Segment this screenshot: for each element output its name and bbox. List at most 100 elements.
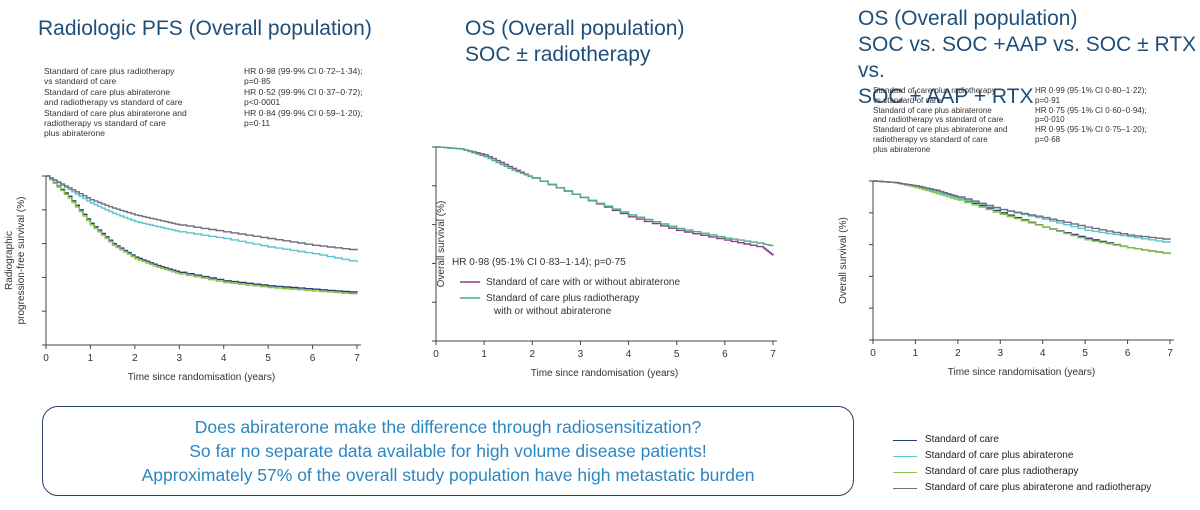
x-axis-title: Time since randomisation (years): [948, 367, 1095, 378]
pfs-title-line: Radiologic PFS (Overall population): [38, 17, 372, 40]
os2-title: OS (Overall population) SOC vs. SOC +AAP…: [858, 6, 1200, 110]
stats-hr: p=0·11: [244, 118, 271, 129]
stats-hr: HR 0·84 (99·9% CI 0·59–1·20);: [244, 107, 363, 118]
legend-item: Standard of care plus abiraterone: [893, 448, 1151, 464]
stats-hr: HR 0·52 (99·9% CI 0·37–0·72);: [244, 86, 363, 97]
x-tick-label: 2: [132, 353, 138, 364]
os1-title-line: SOC ± radiotherapy: [465, 43, 651, 66]
os1-chart: 0 1 2 3 4 5 6 7 Time since randomisation (years)…: [432, 146, 777, 379]
stats-hr: p=0·010: [1035, 115, 1065, 125]
x-tick-label: 4: [626, 349, 632, 360]
x-tick-label: 4: [1040, 348, 1046, 359]
legend-swatch: [893, 471, 917, 473]
x-tick-label: 5: [265, 353, 271, 364]
series-line: [46, 175, 358, 251]
stats-row: plus abiraterone: [44, 128, 363, 138]
series-line: [436, 146, 774, 247]
legend-label: Standard of care plus radiotherapy: [486, 293, 639, 304]
x-tick-label: 3: [578, 349, 584, 360]
stats-row: vs standard of care p=0·91: [873, 96, 1147, 106]
stats-row: Standard of care plus abiraterone and HR …: [44, 108, 363, 118]
stats-hr: p=0·68: [1035, 134, 1061, 144]
x-tick-label: 1: [88, 353, 94, 364]
x-tick-label: 2: [955, 348, 961, 359]
stats-row: Standard of care plus radiotherapy HR 0·9…: [873, 86, 1147, 96]
stats-label: Standard of care plus abiraterone: [873, 105, 992, 115]
stats-label: and radiotherapy vs standard of care: [44, 97, 183, 108]
stats-label: vs standard of care: [44, 76, 117, 87]
os1-title-line: OS (Overall population): [465, 17, 685, 40]
legend-item: Standard of care plus radiotherapy: [893, 464, 1151, 480]
stats-row: vs standard of care p=0·85: [44, 76, 363, 86]
legend-label: Standard of care with or without abirate…: [486, 277, 680, 288]
hr-annotation: HR 0·98 (95·1% CI 0·83–1·14); p=0·75: [452, 257, 626, 268]
x-tick-label: 1: [913, 348, 919, 359]
series-line: [873, 180, 1171, 255]
stats-row: Standard of care plus abiraterone HR 0·75…: [873, 106, 1147, 116]
stats-label: radiotherapy vs standard of care: [44, 118, 166, 129]
x-axis-title: Time since randomisation (years): [531, 368, 678, 379]
series-line: [46, 175, 358, 263]
y-axis-title: Overall survival (%): [436, 201, 447, 288]
stats-hr: HR 0·95 (95·1% CI 0·75–1·20);: [1035, 125, 1147, 135]
series-line: [873, 180, 1171, 255]
callout-line: So far no separate data available for hi…: [189, 441, 707, 461]
legend-item: Standard of care plus abiraterone and ra…: [893, 480, 1151, 496]
stats-row: and radiotherapy vs standard of care p=0·…: [873, 115, 1147, 125]
stats-label: plus abiraterone: [44, 128, 105, 139]
stats-row: Standard of care plus radiotherapy HR 0·9…: [44, 66, 363, 76]
os1-title: OS (Overall population) SOC ± radiothera…: [465, 16, 684, 68]
x-tick-label: 7: [354, 353, 360, 364]
stats-label: and radiotherapy vs standard of care: [873, 115, 1004, 125]
x-tick-label: 5: [1082, 348, 1088, 359]
stats-label: Standard of care plus radiotherapy: [873, 86, 996, 95]
os2-chart: 0 1 2 3 4 5 6 7 Time since randomisation (years)…: [838, 180, 1174, 378]
legend-swatch: [893, 487, 917, 489]
legend-label: Standard of care plus abiraterone and ra…: [925, 482, 1152, 493]
legend-label: Standard of care: [925, 434, 999, 445]
pfs-stats: Standard of care plus radiotherapy HR 0·9…: [44, 66, 363, 139]
x-tick-label: 1: [481, 349, 487, 360]
pfs-chart: 0 1 2 3 4 5 6 7 Time since randomisation (years)…: [4, 175, 361, 383]
legend-swatch: [893, 455, 917, 457]
legend-label: with or without abiraterone: [493, 306, 612, 317]
stats-hr: HR 0·99 (95·1% CI 0·80–1·22);: [1035, 86, 1147, 95]
callout-line: Does abiraterone make the difference thr…: [194, 417, 702, 437]
y-axis-title: Radiographic: [4, 231, 15, 290]
x-tick-label: 7: [1167, 348, 1173, 359]
series-line: [46, 175, 358, 295]
stats-row: and radiotherapy vs standard of care p<0·…: [44, 97, 363, 107]
x-tick-label: 3: [998, 348, 1004, 359]
os2-stats: Standard of care plus radiotherapy HR 0·9…: [873, 86, 1147, 155]
legend-label: Standard of care plus abiraterone: [925, 450, 1074, 461]
legend-label: Standard of care plus radiotherapy: [925, 466, 1079, 477]
stats-row: Standard of care plus abiraterone and HR …: [873, 125, 1147, 135]
x-tick-label: 5: [674, 349, 680, 360]
x-tick-label: 7: [770, 349, 776, 360]
stats-label: Standard of care plus abiraterone: [44, 86, 171, 97]
stats-label: radiotherapy vs standard of care: [873, 134, 988, 144]
x-tick-label: 0: [43, 353, 49, 364]
callout-line: Approximately 57% of the overall study p…: [141, 465, 755, 485]
x-tick-label: 0: [870, 348, 876, 359]
stats-hr: p=0·85: [244, 76, 271, 87]
stats-row: Standard of care plus abiraterone HR 0·52…: [44, 87, 363, 97]
x-tick-label: 4: [221, 353, 227, 364]
stats-row: plus abiraterone: [873, 145, 1147, 155]
stats-label: plus abiraterone: [873, 144, 931, 154]
series-line: [873, 180, 1171, 240]
x-tick-label: 2: [530, 349, 536, 360]
os2-title-line: SOC + AAP + RTX: [858, 85, 1034, 108]
y-axis-title: progression-free survival (%): [16, 197, 27, 325]
x-tick-label: 6: [310, 353, 316, 364]
stats-label: Standard of care plus abiraterone and: [873, 125, 1008, 135]
stats-hr: p<0·0001: [244, 97, 281, 108]
pfs-title: Radiologic PFS (Overall population): [38, 16, 372, 42]
x-axis-title: Time since randomisation (years): [128, 372, 275, 383]
x-tick-label: 0: [433, 349, 439, 360]
stats-row: radiotherapy vs standard of care p=0·68: [873, 135, 1147, 145]
callout-box: Does abiraterone make the difference thr…: [42, 406, 854, 496]
stats-label: Standard of care plus abiraterone and: [44, 107, 187, 118]
x-tick-label: 6: [1125, 348, 1131, 359]
x-tick-label: 6: [722, 349, 728, 360]
